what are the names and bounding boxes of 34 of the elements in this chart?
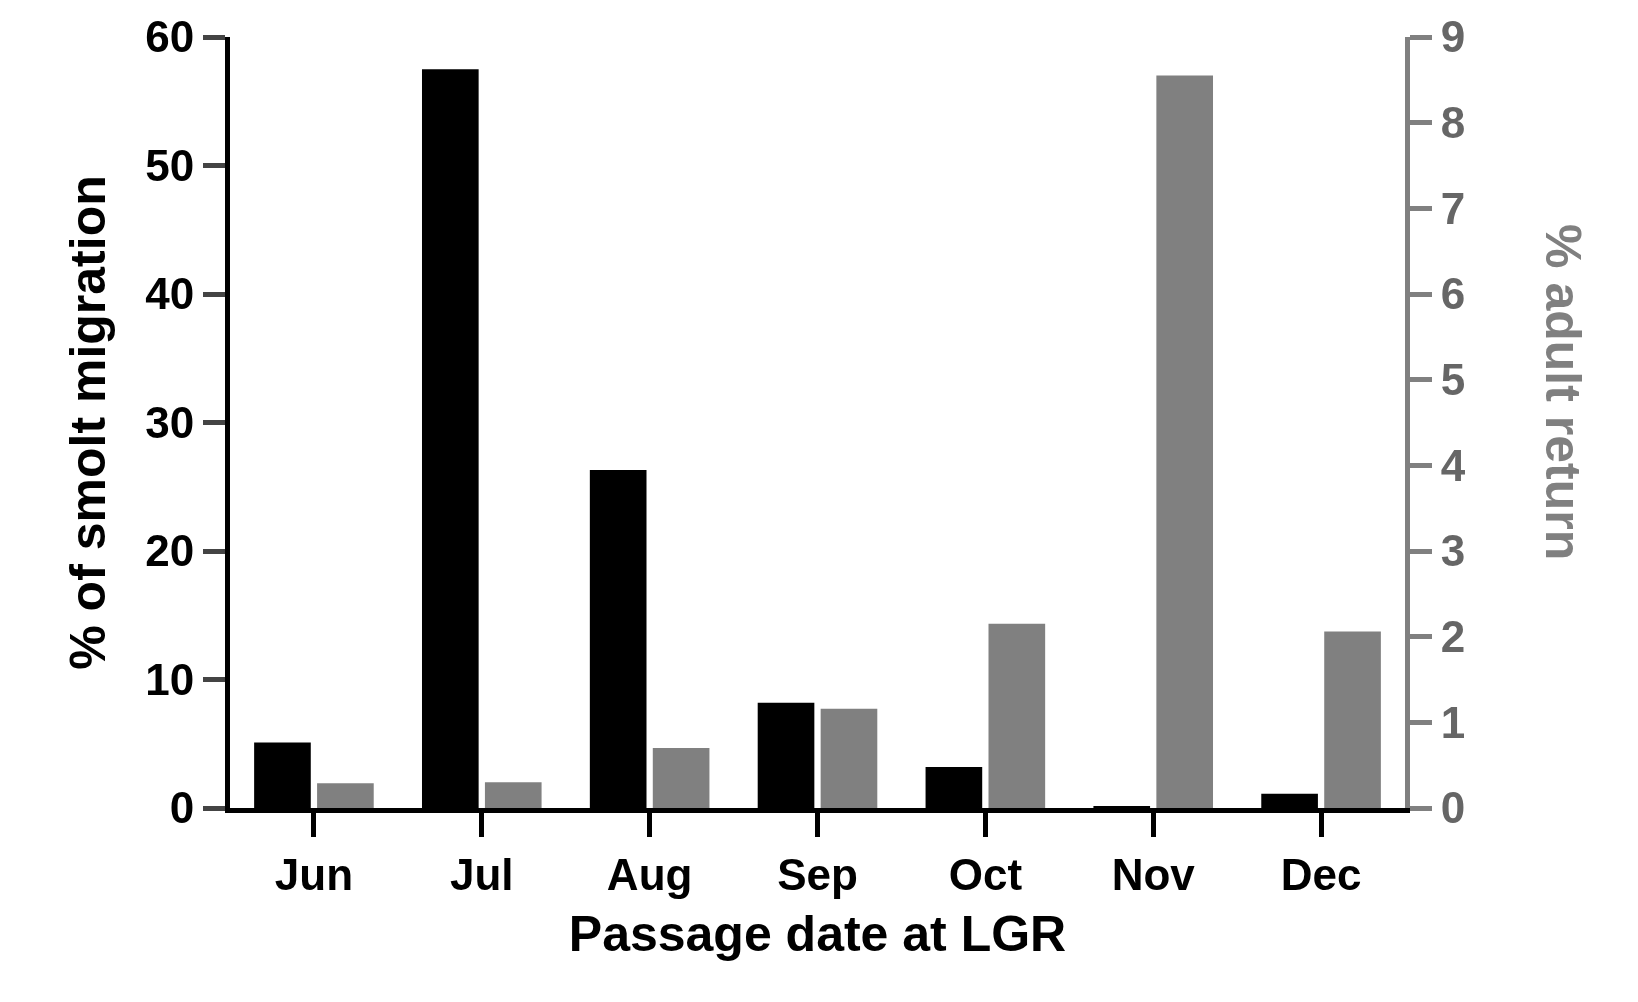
y-tick-label: 40 <box>145 269 195 319</box>
x-tick-label: Jun <box>274 849 354 899</box>
y2-tick-label: 3 <box>1440 526 1466 576</box>
x-tick-label: Jul <box>450 849 514 899</box>
x-tick-label: Oct <box>948 849 1023 899</box>
bar <box>484 782 542 808</box>
y2-tick-label: 9 <box>1440 12 1466 62</box>
y2-axis-title: % adult return <box>1535 224 1592 561</box>
y2-tick-label: 4 <box>1440 440 1466 490</box>
bar <box>1324 631 1381 808</box>
y2-tick-label: 2 <box>1440 612 1466 662</box>
x-axis-title: Passage date at LGR <box>568 906 1067 963</box>
bar <box>317 783 374 808</box>
y2-tick-label: 6 <box>1440 269 1466 319</box>
bar <box>652 748 710 808</box>
y2-tick-label: 8 <box>1440 98 1466 148</box>
bar <box>1156 75 1214 808</box>
y-tick-label: 0 <box>169 783 195 833</box>
y-tick-label: 20 <box>145 526 195 576</box>
x-tick-label: Sep <box>777 849 858 899</box>
y2-tick-label: 1 <box>1440 697 1466 747</box>
y2-tick-label: 5 <box>1440 355 1466 405</box>
y-tick-label: 10 <box>145 654 195 704</box>
y2-tick-label: 7 <box>1440 183 1466 233</box>
y-tick-label: 50 <box>145 140 195 190</box>
y2-tick-label: 0 <box>1440 783 1466 833</box>
x-tick-label: Aug <box>606 849 693 899</box>
y-tick-label: 30 <box>145 397 195 447</box>
bar <box>820 708 878 808</box>
y-axis-title: % of smolt migration <box>60 175 117 670</box>
x-tick-label: Nov <box>1111 849 1196 899</box>
x-tick-label: Dec <box>1280 849 1362 899</box>
y-tick-label: 60 <box>145 12 195 62</box>
bar <box>988 623 1046 808</box>
